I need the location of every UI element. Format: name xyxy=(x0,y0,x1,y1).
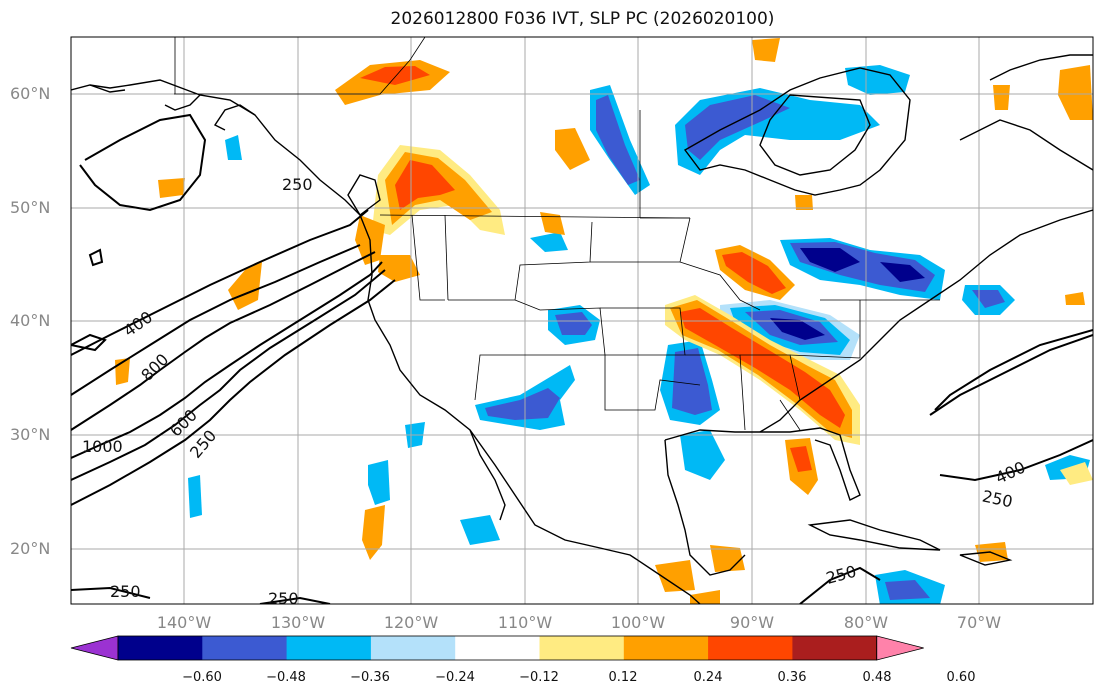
anomaly-negative-region xyxy=(685,95,790,160)
lat-label: 40°N xyxy=(10,311,50,330)
lon-label: 70°W xyxy=(957,613,1001,632)
lon-label: 140°W xyxy=(157,613,212,632)
anomaly-positive-region xyxy=(360,66,430,85)
map-title: 2026012800 F036 IVT, SLP PC (2026020100) xyxy=(390,9,775,29)
anomaly-negative-region xyxy=(596,95,640,185)
lon-label: 80°W xyxy=(844,613,888,632)
colorbar-segment xyxy=(455,636,540,660)
anomaly-negative-region xyxy=(885,580,930,600)
anomaly-positive-region xyxy=(378,255,420,282)
contour-label: 250 xyxy=(268,589,299,608)
colorbar-segment xyxy=(623,636,709,660)
lat-label: 50°N xyxy=(10,198,50,217)
colorbar-segment xyxy=(539,636,625,660)
anomaly-negative-region xyxy=(555,312,592,335)
latitude-labels: 60°N 50°N 40°N 30°N 20°N xyxy=(10,84,50,558)
anomaly-positive-region xyxy=(752,38,780,62)
anomaly-negative-region xyxy=(845,65,910,95)
anomaly-positive-region xyxy=(795,195,813,210)
colorbar-segment xyxy=(286,636,372,660)
longitude-labels: 140°W 130°W 120°W 110°W 100°W 90°W 80°W … xyxy=(157,613,1001,632)
contour-label: 1000 xyxy=(82,437,123,456)
colorbar-tick-label: −0.48 xyxy=(266,670,306,685)
anomaly-positive-region xyxy=(722,252,786,294)
contour-label: 250 xyxy=(282,175,313,194)
colorbar-segment xyxy=(792,636,878,660)
colorbar-min-arrow xyxy=(70,635,119,661)
colorbar-tick-label: 0.12 xyxy=(609,670,638,685)
anomaly-negative-region xyxy=(368,460,390,505)
colorbar-outline xyxy=(117,635,878,661)
colorbar-tick-label: −0.36 xyxy=(350,670,390,685)
anomaly-positive-region xyxy=(1058,65,1093,120)
lat-label: 60°N xyxy=(10,84,50,103)
colorbar-tick-label: 0.36 xyxy=(778,670,807,685)
plot-frame xyxy=(70,36,1094,605)
colorbar-segment xyxy=(370,636,456,660)
colorbar-segment xyxy=(202,636,288,660)
state-borders xyxy=(174,37,940,431)
anomaly-positive-region xyxy=(710,545,745,572)
anomaly-positive-region xyxy=(790,446,812,472)
colorbar-tick-label: 0.24 xyxy=(694,670,723,685)
anomaly-positive-region xyxy=(362,505,385,560)
slp-contours xyxy=(71,113,1093,604)
colorbar-tick-labels: −0.60 −0.48 −0.36 −0.24 −0.12 0.12 0.24 … xyxy=(182,670,975,685)
anomaly-negative-region xyxy=(188,475,202,518)
anomaly-positive-region xyxy=(395,160,455,210)
coastlines xyxy=(71,54,1093,604)
lon-label: 110°W xyxy=(498,613,553,632)
anomaly-negative-region xyxy=(225,135,242,160)
anomaly-positive-region xyxy=(1060,462,1093,485)
anomaly-positive-region xyxy=(655,560,695,592)
colorbar-tick-label: −0.60 xyxy=(182,670,222,685)
anomaly-negative-region xyxy=(460,515,500,545)
colorbar xyxy=(70,635,924,661)
contour-label: 250 xyxy=(110,582,141,601)
anomaly-negative-region xyxy=(485,388,560,420)
anomaly-negative-region xyxy=(770,318,825,340)
anomaly-negative-region xyxy=(680,430,725,480)
lon-label: 120°W xyxy=(384,613,439,632)
anomaly-positive-region xyxy=(1065,292,1085,305)
colorbar-segment xyxy=(708,636,793,660)
anomaly-negative-region xyxy=(672,348,712,415)
lat-label: 30°N xyxy=(10,425,50,444)
colorbar-tick-label: 0.60 xyxy=(947,670,976,685)
anomaly-negative-region xyxy=(880,262,925,282)
colorbar-segment xyxy=(118,636,203,660)
anomaly-positive-region xyxy=(555,128,590,170)
anomaly-negative-region xyxy=(530,232,568,252)
anomaly-negative-region xyxy=(972,290,1005,308)
colorbar-tick-label: −0.24 xyxy=(435,670,475,685)
anomaly-positive-region xyxy=(158,178,185,198)
lat-label: 20°N xyxy=(10,539,50,558)
anomaly-positive-region xyxy=(540,212,565,235)
colorbar-tick-label: 0.48 xyxy=(863,670,892,685)
anomaly-negative-region xyxy=(800,248,860,272)
colorbar-tick-label: −0.12 xyxy=(519,670,559,685)
colorbar-max-arrow xyxy=(876,635,924,661)
anomaly-positive-region xyxy=(993,85,1010,110)
lon-label: 100°W xyxy=(611,613,666,632)
lon-label: 130°W xyxy=(271,613,326,632)
anomaly-positive-region xyxy=(690,590,720,604)
lon-label: 90°W xyxy=(730,613,774,632)
